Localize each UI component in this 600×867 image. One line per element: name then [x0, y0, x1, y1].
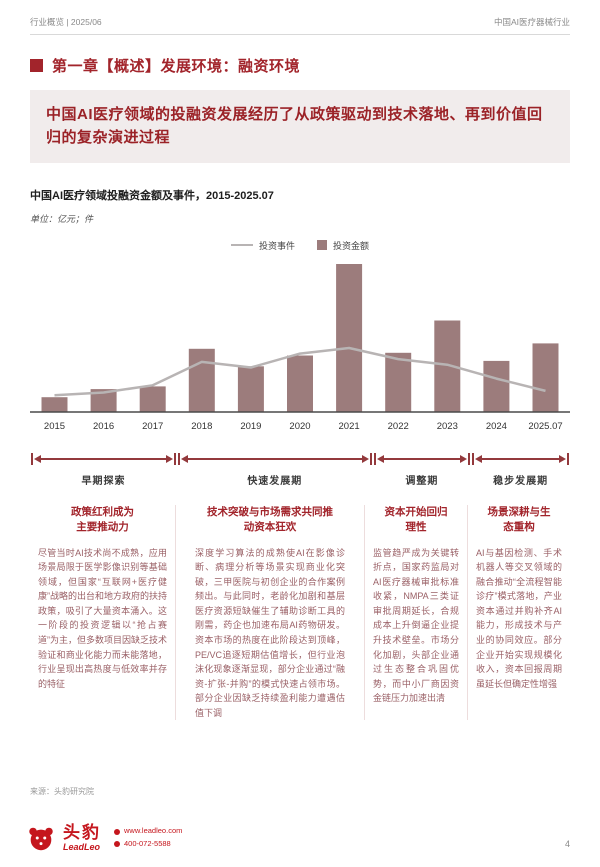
column-body: 尽管当时AI技术尚不成熟，应用场景局限于医学影像识别等基础领域，但国家“互联网+…	[38, 547, 167, 689]
phone-text: 400-072-5588	[124, 839, 171, 848]
svg-text:2018: 2018	[191, 421, 212, 432]
svg-text:2022: 2022	[388, 421, 409, 432]
website-text: www.leadleo.com	[124, 826, 183, 836]
phase-segment-early: 早期探索	[30, 452, 177, 487]
analysis-columns: 政策红利成为主要推动力 尽管当时AI技术尚不成熟，应用场景局限于医学影像识别等基…	[30, 504, 570, 721]
phone-icon	[114, 841, 120, 848]
analysis-column: 政策红利成为主要推动力 尽管当时AI技术尚不成熟，应用场景局限于医学影像识别等基…	[30, 505, 175, 721]
column-heading: 资本开始回归理性	[384, 505, 448, 533]
svg-text:2019: 2019	[240, 421, 261, 432]
chart-legend: 投资事件 投资金额	[0, 239, 600, 252]
phase-timeline: 早期探索 快速发展期 调整期 稳步发展期	[30, 452, 570, 487]
column-body: 深度学习算法的成熟使AI在影像诊断、病理分析等场景实现商业化突破，三甲医院与初创…	[195, 547, 345, 718]
page-number: 4	[564, 839, 570, 849]
svg-text:2020: 2020	[289, 421, 310, 432]
double-arrow-icon	[31, 452, 177, 465]
analysis-column: 资本开始回归理性 监管趋严成为关键转折点，国家药监局对AI医疗器械审批标准收紧，…	[364, 504, 467, 721]
phase-segment-rapid: 快速发展期	[177, 452, 372, 487]
column-body: AI与基因检测、手术机器人等交叉领域的融合推动“全流程智能诊疗”模式落地，产业资…	[476, 547, 562, 689]
line-series-swatch-icon	[230, 244, 253, 246]
phase-label: 调整期	[405, 475, 439, 487]
header-right-text: 中国AI医疗器械行业	[493, 17, 570, 27]
double-arrow-icon	[178, 452, 372, 465]
leadleo-logo-icon	[29, 827, 53, 851]
phase-label: 稳步发展期	[493, 475, 549, 487]
legend-item-events: 投资事件	[230, 239, 295, 252]
column-heading: 场景深耕与生态重构	[487, 505, 551, 533]
phase-segment-steady: 稳步发展期	[471, 452, 570, 487]
chart-title: 中国AI医疗领域投融资金额及事件，2015-2025.07	[30, 189, 274, 202]
footer-contact: www.leadleo.com 400-072-5588	[114, 825, 182, 851]
analysis-column: 技术突破与市场需求共同推动资本狂欢 深度学习算法的成熟使AI在影像诊断、病理分析…	[175, 504, 364, 721]
summary-box: 中国AI医疗领域的投融资发展经历了从政策驱动到技术落地、再到价值回归的复杂演进过…	[30, 90, 570, 163]
double-arrow-icon	[472, 452, 570, 465]
svg-text:2017: 2017	[142, 421, 163, 432]
investment-chart: 2015 2016 2017 2018 2019 2020 2021 2022 2023 2024…	[30, 260, 570, 445]
double-arrow-icon	[373, 452, 471, 465]
svg-text:2015: 2015	[44, 421, 65, 432]
section-marker-icon	[30, 59, 43, 72]
svg-text:2023: 2023	[437, 421, 458, 432]
legend-label-events: 投资事件	[258, 240, 295, 251]
column-heading: 技术突破与市场需求共同推动资本狂欢	[207, 505, 333, 533]
phase-segment-adjust: 调整期	[373, 452, 472, 487]
svg-text:2024: 2024	[486, 421, 507, 432]
source-note: 来源：头豹研究院	[30, 787, 94, 796]
header-left-text: 行业概览 | 2025/06	[30, 17, 102, 27]
globe-icon	[114, 828, 120, 835]
section-title-row: 第一章【概述】发展环境：融资环境	[30, 55, 570, 76]
bar-series-swatch-icon	[317, 240, 327, 250]
brand-name-cn: 头豹	[63, 823, 101, 842]
svg-text:2021: 2021	[339, 421, 360, 432]
analysis-column: 场景深耕与生态重构 AI与基因检测、手术机器人等交叉领域的融合推动“全流程智能诊…	[467, 504, 570, 721]
summary-text: 中国AI医疗领域的投融资发展经历了从政策驱动到技术落地、再到价值回归的复杂演进过…	[46, 106, 543, 147]
legend-item-amount: 投资金额	[317, 239, 369, 252]
footer-logo: 头豹 LeadLeo www.leadleo.com 400-072-5588	[26, 823, 182, 853]
chart-unit-label: 单位：亿元；件	[30, 213, 94, 224]
phase-label: 早期探索	[81, 475, 126, 487]
column-heading: 政策红利成为主要推动力	[71, 505, 134, 533]
svg-text:2016: 2016	[93, 421, 114, 432]
brand-name-en: LeadLeo	[63, 842, 101, 852]
header-divider	[30, 34, 570, 35]
page-header: 行业概览 | 2025/06 中国AI医疗器械行业	[0, 0, 600, 28]
phase-label: 快速发展期	[247, 475, 303, 487]
svg-text:2025.07: 2025.07	[528, 421, 562, 432]
legend-label-amount: 投资金额	[333, 240, 370, 251]
bar-line-chart: 2015 2016 2017 2018 2019 2020 2021 2022 2023 2024…	[30, 263, 570, 432]
brand-text: 头豹 LeadLeo	[63, 824, 101, 852]
column-body: 监管趋严成为关键转折点，国家药监局对AI医疗器械审批标准收紧，NMPA三类证审批…	[373, 547, 459, 704]
section-title: 第一章【概述】发展环境：融资环境	[52, 58, 301, 75]
